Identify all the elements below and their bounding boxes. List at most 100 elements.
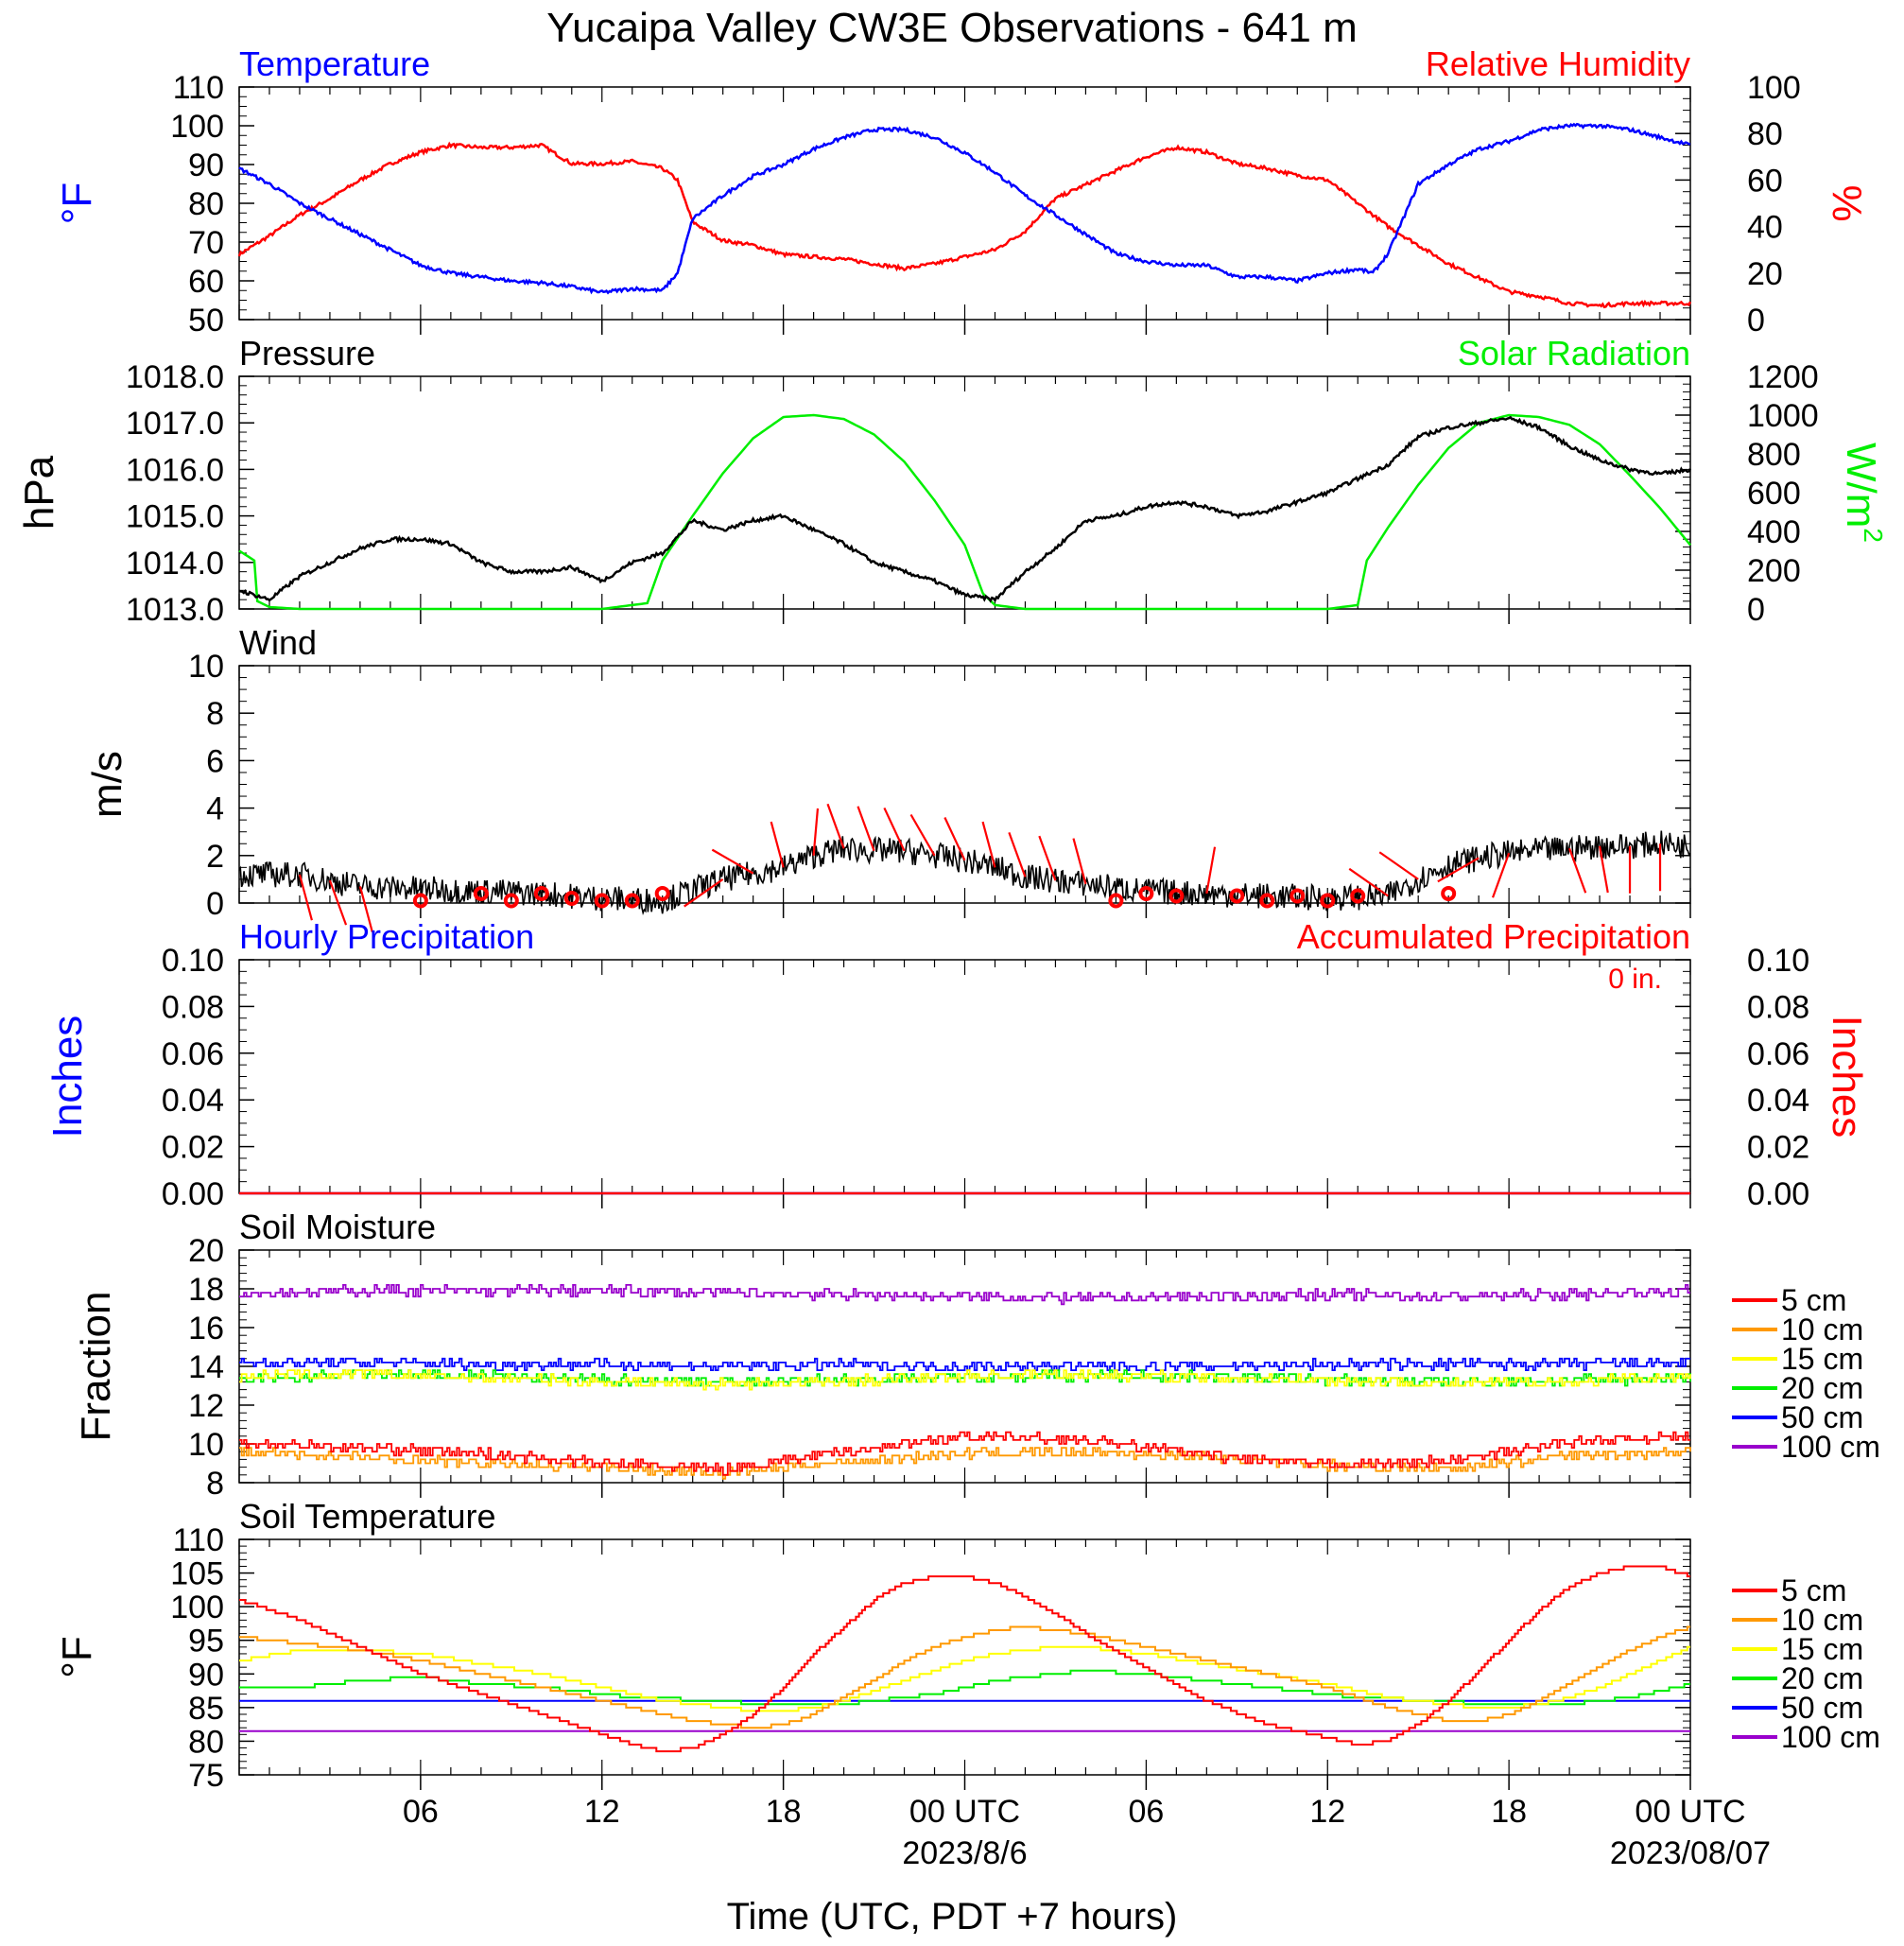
wind-barb <box>298 874 313 921</box>
series-soil-temperature <box>239 1625 1690 1729</box>
y2-tick-label: 1200 <box>1747 359 1819 395</box>
wind-barb <box>812 808 820 856</box>
wind-barb <box>328 879 348 926</box>
x-axis-label: Time (UTC, PDT +7 hours) <box>727 1896 1178 1937</box>
y-tick-label: 80 <box>188 186 224 222</box>
x-tick-label: 18 <box>1491 1794 1527 1830</box>
y-tick-label: 0.02 <box>162 1130 224 1166</box>
y2-tick-label: 0.00 <box>1747 1176 1809 1212</box>
series-soil-moisture <box>239 1369 1691 1391</box>
y2-tick-label: 40 <box>1747 210 1783 246</box>
legend-label: 100 cm <box>1781 1720 1880 1754</box>
y2-tick-label: 200 <box>1747 553 1801 589</box>
calm-wind-circle <box>412 893 428 909</box>
legend-label: 50 cm <box>1781 1691 1863 1725</box>
y-tick-label: 0 <box>206 886 224 922</box>
y-tick-label: 12 <box>188 1388 224 1424</box>
y-tick-label: 110 <box>173 1522 224 1558</box>
y2-tick-label: 1000 <box>1747 398 1819 434</box>
y-tick-label: 85 <box>188 1691 224 1727</box>
calm-wind-circle <box>1350 888 1366 904</box>
y2-tick-label: 0.06 <box>1747 1036 1809 1072</box>
panel-title-left: Wind <box>239 623 317 662</box>
calm-wind-circle <box>1108 893 1124 909</box>
x-tick-label: 12 <box>584 1794 620 1830</box>
y2-tick-label: 0 <box>1747 592 1765 628</box>
wind-barb <box>1348 867 1389 897</box>
y-axis-label: Inches <box>44 1016 91 1138</box>
y-tick-label: 10 <box>188 649 224 685</box>
y-axis-label: °F <box>54 182 100 224</box>
y-tick-label: 1017.0 <box>126 406 224 442</box>
y-tick-label: 105 <box>170 1556 224 1592</box>
y-tick-label: 6 <box>206 743 224 779</box>
legend-label: 10 cm <box>1781 1603 1863 1637</box>
y2-tick-label: 0 <box>1747 303 1765 339</box>
calm-wind-circle <box>503 893 519 909</box>
x-tick-label: 06 <box>403 1794 439 1830</box>
y2-tick-label: 0.08 <box>1747 989 1809 1025</box>
series-solar-radiation <box>238 413 1691 611</box>
x-tick-label: 18 <box>766 1794 802 1830</box>
legend-label: 15 cm <box>1781 1342 1863 1376</box>
series-soil-moisture <box>239 1431 1690 1476</box>
y2-tick-label: 400 <box>1747 514 1801 550</box>
y-tick-label: 0.08 <box>162 989 224 1025</box>
y2-tick-label: 80 <box>1747 116 1783 152</box>
y-tick-label: 14 <box>188 1349 224 1385</box>
panel-precipitation: 0.00 0.02 0.04 0.06 0.08 0.10 0.00 0.02 0.04 0.06… <box>44 917 1870 1212</box>
y2-tick-label: 0.10 <box>1747 943 1809 979</box>
legend-label: 20 cm <box>1781 1371 1863 1405</box>
y-tick-label: 100 <box>170 1590 224 1625</box>
y-tick-label: 70 <box>188 225 224 261</box>
panel-title-left: Temperature <box>239 44 430 83</box>
y2-axis-label: % <box>1824 184 1870 221</box>
panel-title-right: Accumulated Precipitation <box>1297 917 1690 956</box>
y2-tick-label: 800 <box>1747 437 1801 473</box>
panel-pressure-solar: 1013.0 1014.0 1015.0 1016.0 1017.0 1018.0 0200… <box>16 334 1888 628</box>
y-tick-label: 1015.0 <box>126 499 224 535</box>
legend-label: 50 cm <box>1781 1400 1863 1434</box>
panel-frame <box>238 959 1691 1194</box>
y2-tick-label: 0.04 <box>1747 1083 1809 1119</box>
wind-barb <box>770 821 785 868</box>
y-tick-label: 60 <box>188 264 224 300</box>
legend-label: 10 cm <box>1781 1312 1863 1347</box>
calm-wind-circle <box>1229 888 1245 904</box>
y-tick-label: 90 <box>188 1657 224 1693</box>
calm-wind-circle <box>1138 885 1154 901</box>
y-tick-label: 100 <box>170 109 224 145</box>
series-relative-humidity <box>237 141 1692 309</box>
y-tick-label: 0.04 <box>162 1083 224 1119</box>
wind-barb <box>909 813 936 857</box>
y-tick-label: 80 <box>188 1724 224 1760</box>
series-soil-moisture <box>239 1447 1691 1480</box>
y-tick-label: 110 <box>173 70 224 106</box>
y-tick-label: 1014.0 <box>126 546 224 582</box>
wind-barb <box>1008 832 1027 877</box>
y-tick-label: 8 <box>206 1466 224 1502</box>
series-soil-temperature <box>239 1645 1690 1712</box>
calm-wind-circle <box>654 885 670 901</box>
wind-barb <box>684 877 724 908</box>
y-tick-label: 4 <box>206 791 224 827</box>
y-tick-label: 0.00 <box>162 1176 224 1212</box>
y-tick-label: 18 <box>188 1272 224 1308</box>
y-tick-label: 95 <box>188 1624 224 1659</box>
wind-barb <box>943 817 966 861</box>
y2-tick-label: 60 <box>1747 163 1783 199</box>
calm-wind-circle <box>1168 888 1185 904</box>
calm-wind-circle <box>1320 893 1336 909</box>
series-pressure <box>238 415 1692 603</box>
y-tick-label: 16 <box>188 1311 224 1347</box>
calm-wind-circle <box>1290 888 1306 904</box>
panel-title-left: Soil Moisture <box>239 1208 436 1246</box>
y-tick-label: 90 <box>188 148 224 183</box>
x-tick-label: 00 UTC <box>909 1794 1020 1830</box>
series-wind-speed <box>238 830 1691 915</box>
y2-tick-label: 20 <box>1747 256 1783 292</box>
wind-barb <box>857 806 875 852</box>
